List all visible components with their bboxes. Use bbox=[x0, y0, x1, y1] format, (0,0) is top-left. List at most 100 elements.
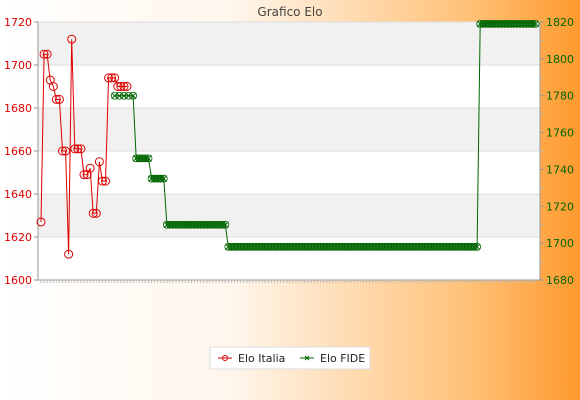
elo-italia-point bbox=[48, 82, 58, 91]
elo-fide-point bbox=[298, 243, 306, 251]
elo-fide-point-ring bbox=[531, 19, 540, 28]
elo-fide-point bbox=[338, 243, 346, 251]
elo-fide-point bbox=[326, 243, 334, 251]
elo-fide-point-ring bbox=[129, 91, 138, 100]
elo-fide-point bbox=[443, 243, 450, 251]
elo-fide-point bbox=[424, 243, 432, 251]
elo-fide-point bbox=[228, 243, 235, 251]
elo-fide-point bbox=[249, 243, 257, 251]
elo-fide-point bbox=[129, 92, 137, 100]
series-line bbox=[114, 23, 536, 248]
elo-fide-point bbox=[516, 20, 524, 28]
elo-fide-point-ring bbox=[221, 220, 230, 229]
elo-fide-point bbox=[353, 243, 361, 251]
elo-fide-point bbox=[360, 243, 367, 251]
elo-fide-point-ring bbox=[110, 91, 119, 100]
left-tick-label: 1600 bbox=[4, 274, 32, 287]
elo-fide-point bbox=[185, 221, 192, 229]
elo-fide-point bbox=[154, 175, 162, 182]
elo-fide-point bbox=[267, 243, 275, 251]
elo-fide-point bbox=[390, 243, 398, 251]
elo-italia-point bbox=[107, 73, 117, 83]
right-tick-label: 1740 bbox=[546, 163, 574, 176]
elo-fide-point bbox=[369, 243, 377, 251]
right-tick-label: 1820 bbox=[546, 16, 574, 29]
elo-fide-point bbox=[418, 243, 426, 251]
elo-fide-point bbox=[482, 20, 490, 28]
elo-fide-point bbox=[237, 243, 244, 251]
elo-fide-point bbox=[415, 243, 423, 251]
elo-fide-point bbox=[307, 243, 315, 251]
elo-italia-point bbox=[70, 144, 80, 154]
elo-fide-point bbox=[375, 243, 383, 251]
elo-fide-point bbox=[286, 243, 294, 251]
elo-italia-point bbox=[73, 144, 83, 154]
elo-fide-point bbox=[479, 20, 487, 28]
elo-italia-point bbox=[39, 49, 49, 59]
elo-fide-point bbox=[507, 20, 515, 28]
elo-fide-point bbox=[160, 175, 168, 182]
elo-fide-point bbox=[218, 221, 226, 229]
elo-fide-point bbox=[378, 243, 386, 251]
elo-italia-point bbox=[57, 146, 67, 156]
elo-fide-point bbox=[191, 221, 198, 229]
elo-fide-point bbox=[400, 243, 407, 251]
elo-italia-point bbox=[116, 82, 126, 91]
elo-fide-point bbox=[310, 243, 318, 251]
elo-fide-point bbox=[132, 155, 140, 162]
elo-fide-point bbox=[329, 243, 337, 251]
elo-fide-point bbox=[403, 243, 410, 251]
elo-fide-point bbox=[323, 243, 330, 251]
grid-band bbox=[38, 194, 540, 237]
elo-fide-point bbox=[470, 243, 478, 251]
elo-fide-point bbox=[473, 243, 481, 251]
elo-fide-point bbox=[357, 243, 364, 251]
elo-fide-point bbox=[489, 20, 496, 28]
elo-fide-point bbox=[169, 221, 177, 229]
elo-italia-point bbox=[51, 94, 61, 104]
elo-fide-point bbox=[350, 243, 358, 251]
elo-fide-point bbox=[519, 20, 527, 28]
elo-italia-point bbox=[79, 170, 89, 180]
elo-fide-point bbox=[320, 243, 327, 251]
elo-italia-point bbox=[36, 217, 46, 227]
elo-fide-point bbox=[372, 243, 380, 251]
elo-italia-point bbox=[42, 49, 52, 59]
elo-italia-point bbox=[97, 176, 107, 186]
elo-fide-point bbox=[510, 20, 518, 28]
elo-fide-point bbox=[231, 243, 238, 251]
elo-fide-point bbox=[393, 243, 401, 251]
elo-fide-point bbox=[148, 175, 155, 182]
elo-fide-point bbox=[200, 221, 208, 229]
elo-fide-point bbox=[151, 175, 158, 182]
right-tick-label: 1700 bbox=[546, 237, 574, 250]
elo-fide-point bbox=[436, 243, 444, 251]
elo-fide-point-ring bbox=[115, 91, 124, 100]
elo-fide-point bbox=[449, 243, 456, 251]
elo-fide-point bbox=[206, 221, 214, 229]
elo-fide-point bbox=[363, 243, 370, 251]
elo-fide-point bbox=[522, 20, 530, 28]
elo-italia-point bbox=[113, 82, 123, 91]
elo-fide-point bbox=[366, 243, 373, 251]
elo-fide-point bbox=[455, 243, 463, 251]
elo-italia-point bbox=[104, 73, 114, 83]
elo-italia-point bbox=[64, 249, 74, 259]
left-tick-label: 1700 bbox=[4, 59, 32, 72]
right-tick-label: 1800 bbox=[546, 53, 574, 66]
elo-fide-point bbox=[252, 243, 260, 251]
legend-marker bbox=[304, 355, 310, 361]
elo-fide-point bbox=[452, 243, 459, 251]
elo-fide-point bbox=[138, 155, 146, 162]
elo-fide-point bbox=[212, 221, 220, 229]
elo-fide-point bbox=[283, 243, 291, 251]
elo-fide-point bbox=[304, 243, 312, 251]
elo-fide-point bbox=[461, 243, 469, 251]
elo-italia-point bbox=[119, 82, 129, 91]
elo-fide-point bbox=[142, 155, 149, 162]
elo-fide-point bbox=[387, 243, 395, 251]
elo-fide-point bbox=[188, 221, 195, 229]
elo-fide-point bbox=[384, 243, 392, 251]
elo-fide-point bbox=[224, 243, 232, 251]
